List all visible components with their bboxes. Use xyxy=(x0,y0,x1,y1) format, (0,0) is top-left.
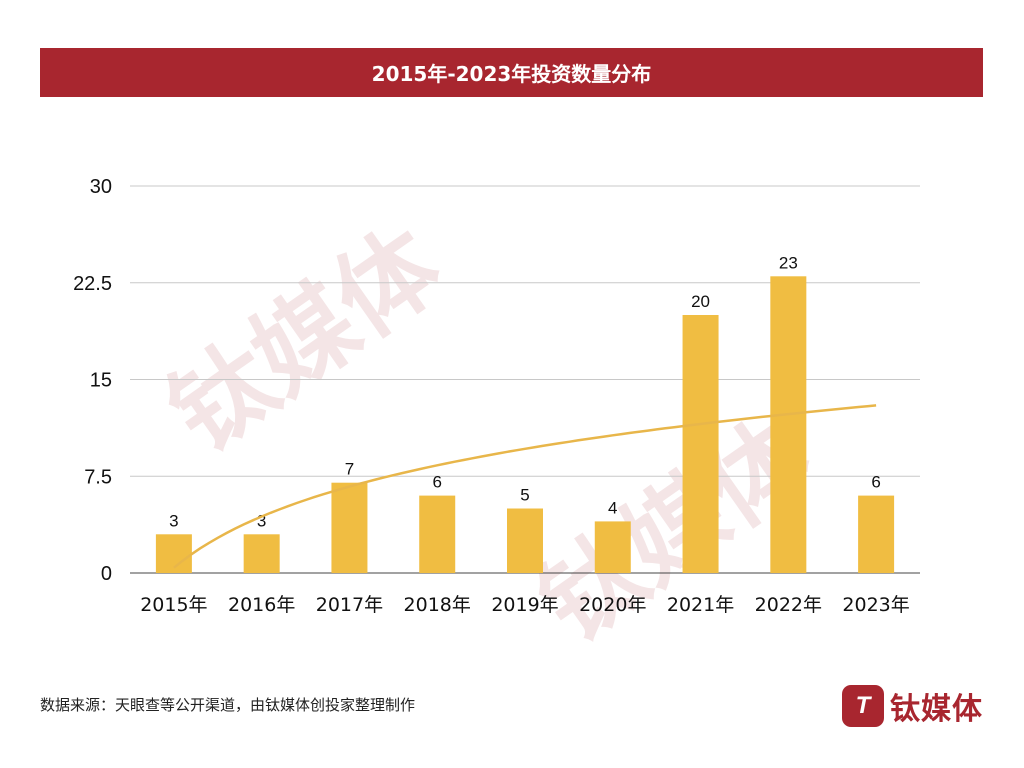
data-label: 3 xyxy=(257,511,266,530)
data-label: 4 xyxy=(608,498,617,517)
data-label: 23 xyxy=(779,253,798,272)
bar xyxy=(858,495,895,573)
data-label: 20 xyxy=(691,292,710,311)
bar xyxy=(682,315,719,573)
chart-title: 2015年-2023年投资数量分布 xyxy=(40,48,983,97)
y-tick-label: 22.5 xyxy=(73,273,112,295)
bar xyxy=(419,495,456,573)
y-tick-label: 30 xyxy=(90,176,112,198)
bar xyxy=(331,482,368,573)
logo-text: 钛媒体 xyxy=(890,692,983,727)
trendline xyxy=(173,404,877,569)
y-tick-label: 0 xyxy=(101,563,112,585)
source-note: 数据来源：天眼查等公开渠道，由钛媒体创投家整理制作 xyxy=(40,696,416,714)
bar xyxy=(243,534,280,573)
brand-logo: T 钛媒体 xyxy=(842,684,983,728)
bar xyxy=(770,276,807,573)
bar xyxy=(507,508,543,573)
x-tick-label: 2016年 xyxy=(228,594,295,616)
data-label: 6 xyxy=(871,473,880,492)
x-tick-label: 2018年 xyxy=(404,594,471,616)
data-label: 7 xyxy=(345,460,354,479)
data-label: 3 xyxy=(169,511,178,530)
x-tick-label: 2021年 xyxy=(667,594,734,616)
bar xyxy=(594,521,631,573)
x-tick-label: 2020年 xyxy=(579,594,646,616)
y-tick-label: 15 xyxy=(90,370,112,392)
logo-icon: T xyxy=(842,685,884,727)
x-tick-label: 2019年 xyxy=(491,594,558,616)
x-tick-label: 2022年 xyxy=(755,594,822,616)
data-label: 6 xyxy=(432,473,441,492)
x-tick-label: 2023年 xyxy=(842,594,909,616)
x-tick-label: 2015年 xyxy=(140,594,207,616)
y-tick-label: 7.5 xyxy=(84,466,112,488)
data-label: 5 xyxy=(520,486,529,505)
x-tick-label: 2017年 xyxy=(316,594,383,616)
